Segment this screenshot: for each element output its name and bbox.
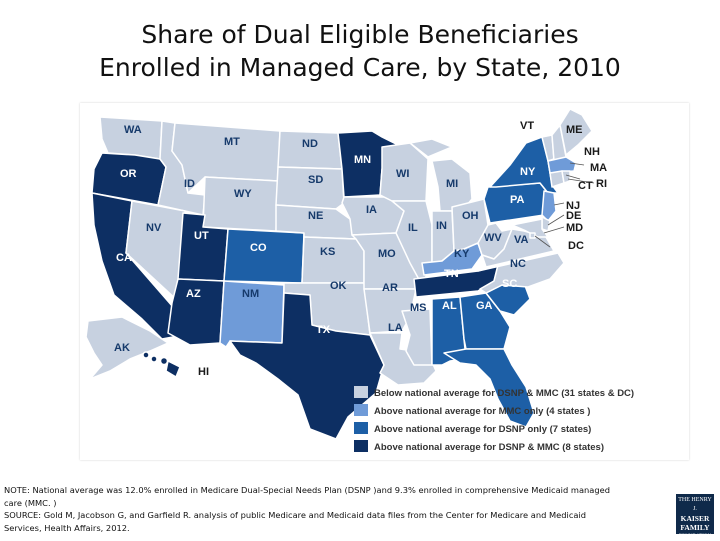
label-co: CO [250,242,267,254]
label-in: IN [436,220,447,232]
page-title: Share of Dual Eligible Beneficiaries Enr… [0,18,720,84]
legend-label-below: Below national average for DSNP & MMC (3… [374,388,634,399]
map-legend: Below national average for DSNP & MMC (3… [354,386,634,453]
label-ri: RI [596,178,607,190]
state-hi [142,351,181,378]
label-ia: IA [366,204,377,216]
label-ak: AK [114,342,130,354]
label-nj: NJ [566,200,580,212]
label-ky: KY [454,248,470,260]
kff-logo: THE HENRY J. KAISER FAMILY FOUNDATION [676,494,714,539]
label-ma: MA [590,162,607,174]
label-ar: AR [382,282,398,294]
state-me [559,108,593,156]
legend-label-dsnp-only: Above national average for DSNP only (7 … [374,424,591,435]
label-wy: WY [234,188,252,200]
state-sd [275,166,345,210]
state-ma [547,156,577,174]
label-mn: MN [354,154,371,166]
footnote: NOTE: National average was 12.0% enrolle… [4,484,664,534]
map-panel: WA OR CA ID NV MT WY UT AZ CO NM ND SD N… [80,103,689,460]
label-nh: NH [584,146,600,158]
label-nm: NM [242,288,259,300]
title-line-2: Enrolled in Managed Care, by State, 2010 [99,53,621,82]
label-leaders [534,162,595,248]
state-va [481,228,555,268]
state-nd [277,130,343,170]
label-ks: KS [320,246,335,258]
state-ak [85,316,169,380]
label-tn: TN [444,268,459,280]
label-me: ME [566,124,583,136]
label-ne: NE [308,210,323,222]
state-ri [561,170,571,184]
label-vt: VT [520,120,534,132]
source-line-1: SOURCE: Gold M, Jacobson G, and Garfield… [4,510,587,520]
label-sd: SD [308,174,323,186]
source-line-2: Services, Health Affairs, 2012. [4,522,130,533]
legend-swatch-below [354,386,368,398]
state-nj [541,190,557,222]
logo-line-1: THE HENRY J. [678,497,712,512]
label-wv: WV [484,232,502,244]
label-or: OR [120,168,137,180]
label-mo: MO [378,248,396,260]
label-ga: GA [476,300,493,312]
label-tx: TX [316,324,331,336]
label-sc: SC [502,278,517,290]
label-nc: NC [510,258,526,270]
label-mt: MT [224,136,240,148]
state-fl [443,348,535,428]
title-line-1: Share of Dual Eligible Beneficiaries [141,20,579,49]
label-md: MD [566,222,583,234]
label-al: AL [442,300,457,312]
state-nc [477,252,565,294]
label-nv: NV [146,222,162,234]
label-va: VA [514,234,529,246]
label-la: LA [388,322,403,334]
logo-line-4: FOUNDATION [678,534,712,539]
label-ms: MS [410,302,427,314]
label-de: DE [566,210,581,222]
state-dc [529,232,536,239]
label-hi: HI [198,366,209,378]
logo-line-3: FAMILY [680,523,710,532]
label-wa: WA [124,124,142,136]
label-dc: DC [568,240,584,252]
label-ok: OK [330,280,347,292]
label-nd: ND [302,138,318,150]
us-map: WA OR CA ID NV MT WY UT AZ CO NM ND SD N… [85,108,634,453]
label-oh: OH [462,210,479,222]
note-line-2: care (MMC. ) [4,497,57,508]
state-la [369,332,437,386]
label-mi: MI [446,178,458,190]
label-il: IL [408,222,418,234]
label-az: AZ [186,288,201,300]
legend-swatch-mmc-only [354,404,368,416]
label-pa: PA [510,194,525,206]
state-ms [401,308,433,366]
label-ca: CA [116,252,132,264]
label-fl: FL [508,344,522,356]
legend-swatch-both [354,440,368,452]
label-id: ID [184,178,195,190]
state-labels: WA OR CA ID NV MT WY UT AZ CO NM ND SD N… [114,120,607,378]
state-co [223,228,305,284]
state-md [511,218,549,238]
label-ut: UT [194,230,209,242]
note-line-1: NOTE: National average was 12.0% enrolle… [4,485,611,495]
state-ks [301,236,365,284]
legend-label-mmc-only: Above national average for MMC only (4 s… [374,406,590,417]
label-ct: CT [578,180,593,192]
label-wi: WI [396,168,409,180]
legend-label-both: Above national average for DSNP & MMC (8… [374,442,604,453]
logo-line-2: KAISER [680,514,710,523]
label-ny: NY [520,166,536,178]
state-tx [229,292,385,440]
legend-swatch-dsnp-only [354,422,368,434]
state-wy [202,176,279,232]
